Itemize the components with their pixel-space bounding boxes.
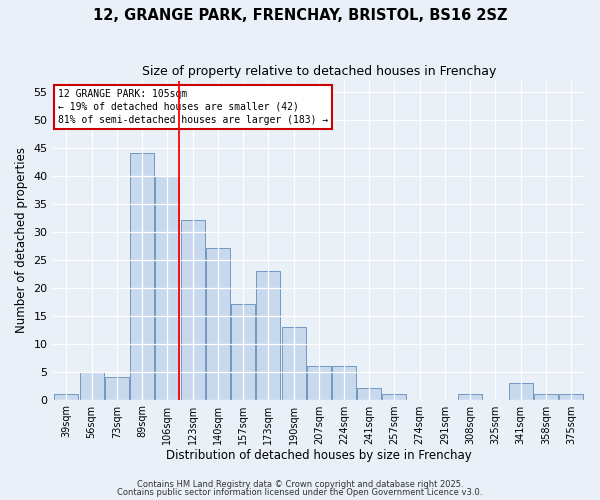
Text: Contains HM Land Registry data © Crown copyright and database right 2025.: Contains HM Land Registry data © Crown c… bbox=[137, 480, 463, 489]
Bar bbox=[80, 372, 104, 400]
X-axis label: Distribution of detached houses by size in Frenchay: Distribution of detached houses by size … bbox=[166, 450, 472, 462]
Bar bbox=[206, 248, 230, 400]
Bar bbox=[332, 366, 356, 400]
Bar bbox=[105, 377, 129, 400]
Text: Contains public sector information licensed under the Open Government Licence v3: Contains public sector information licen… bbox=[118, 488, 482, 497]
Bar bbox=[559, 394, 583, 400]
Bar bbox=[55, 394, 79, 400]
Bar bbox=[281, 327, 305, 400]
Bar bbox=[382, 394, 406, 400]
Bar bbox=[256, 271, 280, 400]
Bar bbox=[181, 220, 205, 400]
Bar bbox=[357, 388, 381, 400]
Y-axis label: Number of detached properties: Number of detached properties bbox=[15, 147, 28, 333]
Text: 12, GRANGE PARK, FRENCHAY, BRISTOL, BS16 2SZ: 12, GRANGE PARK, FRENCHAY, BRISTOL, BS16… bbox=[93, 8, 507, 22]
Bar bbox=[509, 383, 533, 400]
Text: 12 GRANGE PARK: 105sqm
← 19% of detached houses are smaller (42)
81% of semi-det: 12 GRANGE PARK: 105sqm ← 19% of detached… bbox=[58, 88, 328, 125]
Title: Size of property relative to detached houses in Frenchay: Size of property relative to detached ho… bbox=[142, 65, 496, 78]
Bar bbox=[130, 154, 154, 400]
Bar bbox=[155, 176, 179, 400]
Bar bbox=[307, 366, 331, 400]
Bar bbox=[458, 394, 482, 400]
Bar bbox=[534, 394, 558, 400]
Bar bbox=[231, 304, 255, 400]
